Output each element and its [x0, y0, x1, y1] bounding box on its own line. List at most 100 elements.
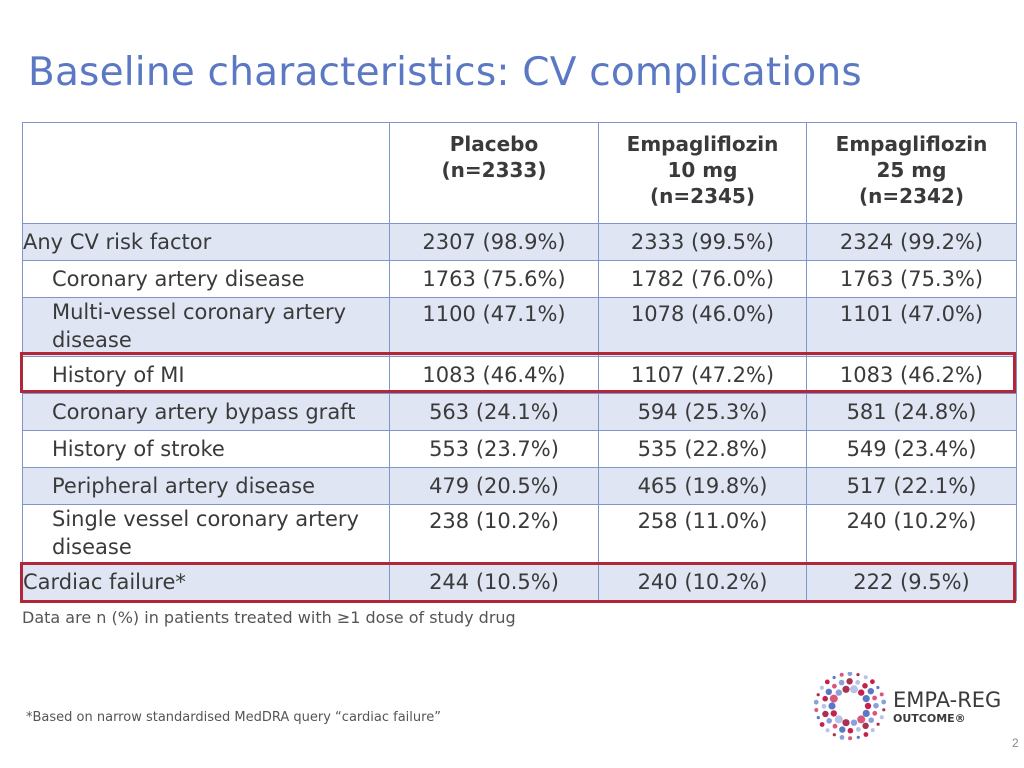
logo-dot: [858, 689, 865, 696]
cell-empa-25mg: 1101 (47.0%): [806, 297, 1017, 357]
logo-dot: [867, 688, 874, 695]
logo-dot: [847, 727, 854, 734]
row-label: Multi-vessel coronary artery disease: [22, 297, 390, 357]
highlight-box-history-mi: [20, 352, 1016, 393]
logo-dot: [855, 680, 861, 685]
dotted-ring-logo-icon: [813, 672, 887, 741]
header-empa-25mg: Empagliflozin 25 mg (n=2342): [806, 122, 1017, 224]
cell-placebo: 553 (23.7%): [389, 430, 599, 468]
cell-empa-25mg: 2324 (99.2%): [806, 223, 1017, 261]
logo-dot: [882, 708, 886, 712]
footnote-asterisk: *Based on narrow standardised MedDRA que…: [26, 710, 441, 725]
cell-placebo: 1083 (46.4%): [389, 356, 599, 394]
cell-empa-10mg: 465 (19.8%): [598, 467, 807, 505]
cell-empa-25mg: 517 (22.1%): [806, 467, 1017, 505]
logo-dot: [838, 679, 845, 686]
header-empa-10mg: Empagliflozin 10 mg (n=2345): [598, 122, 807, 224]
cell-placebo: 479 (20.5%): [389, 467, 599, 505]
logo-dot: [829, 694, 838, 703]
row-label: Single vessel coronary artery disease: [22, 504, 390, 564]
logo-dot: [862, 683, 868, 689]
cell-empa-10mg: 258 (11.0%): [598, 504, 807, 564]
page-number: 2: [1012, 736, 1019, 750]
logo-dot: [863, 675, 868, 680]
table-row: Peripheral artery disease 479 (20.5%) 46…: [22, 467, 1017, 505]
cell-empa-25mg: 240 (10.2%): [806, 504, 1017, 564]
logo-dot: [872, 710, 878, 716]
table-row: Coronary artery disease 1763 (75.6%) 178…: [22, 260, 1017, 298]
cell-empa-25mg: 222 (9.5%): [806, 563, 1017, 601]
logo-dot: [832, 723, 838, 729]
logo-dot: [816, 716, 820, 720]
logo-dot: [839, 726, 846, 733]
logo-dot: [870, 679, 875, 685]
cell-empa-25mg: 549 (23.4%): [806, 430, 1017, 468]
highlight-box-cardiac-failure: [20, 562, 1016, 603]
header-placebo: Placebo (n=2333): [389, 122, 599, 224]
table-row: Single vessel coronary artery disease 23…: [22, 504, 1017, 564]
row-label: Any CV risk factor: [22, 223, 390, 261]
logo-dot: [850, 685, 858, 694]
logo-dot: [828, 702, 836, 710]
footnote-data-description: Data are n (%) in patients treated with …: [22, 608, 516, 627]
page-title: Baseline characteristics: CV complicatio…: [28, 50, 862, 95]
logo-dot: [821, 703, 827, 709]
cell-empa-25mg: 581 (24.8%): [806, 393, 1017, 431]
logo-dot: [832, 683, 837, 689]
cell-placebo: 2307 (98.9%): [389, 223, 599, 261]
logo-dot: [819, 722, 825, 727]
cell-placebo: 1100 (47.1%): [389, 297, 599, 357]
table-row: Coronary artery bypass graft 563 (24.1%)…: [22, 393, 1017, 431]
logo-dot: [814, 708, 819, 712]
logo-dot: [832, 733, 836, 737]
logo-dot: [839, 735, 845, 740]
cell-empa-10mg: 594 (25.3%): [598, 393, 807, 431]
logo-dot: [864, 702, 872, 710]
logo-dot: [822, 710, 829, 718]
table-row: Multi-vessel coronary artery disease 110…: [22, 297, 1017, 357]
logo-dot: [856, 727, 861, 732]
logo-dot: [834, 715, 843, 724]
row-label: Peripheral artery disease: [22, 467, 390, 505]
logo-dot: [832, 675, 836, 680]
logo-dot: [876, 722, 880, 726]
logo-dot: [835, 689, 842, 696]
logo-dot: [862, 695, 870, 703]
logo-dot: [856, 673, 860, 677]
logo-dot: [856, 735, 860, 739]
logo-dot: [873, 702, 879, 709]
cell-empa-25mg: 1763 (75.3%): [806, 260, 1017, 298]
table-header-row: Placebo (n=2333) Empagliflozin 10 mg (n=…: [22, 122, 1017, 224]
logo-dot: [839, 672, 844, 677]
table-row: Any CV risk factor 2307 (98.9%) 2333 (99…: [22, 223, 1017, 261]
logo-dot: [872, 695, 877, 701]
logo-dot: [862, 722, 869, 729]
cell-empa-10mg: 1782 (76.0%): [598, 260, 807, 298]
table-row: History of stroke 553 (23.7%) 535 (22.8%…: [22, 430, 1017, 468]
row-label: Coronary artery bypass graft: [22, 393, 390, 431]
logo-dot: [819, 685, 824, 690]
logo-dot: [825, 688, 832, 695]
logo-dot: [846, 678, 853, 685]
cell-placebo: 238 (10.2%): [389, 504, 599, 564]
row-label: History of MI: [22, 356, 390, 394]
logo-dot: [826, 718, 832, 724]
cell-placebo: 1763 (75.6%): [389, 260, 599, 298]
logo-dot: [813, 699, 819, 705]
logo-dot: [863, 732, 869, 737]
logo-dot: [822, 695, 828, 702]
logo-dot: [848, 736, 853, 741]
cell-empa-25mg: 1083 (46.2%): [806, 356, 1017, 394]
cell-placebo: 244 (10.5%): [389, 563, 599, 601]
row-label: Coronary artery disease: [22, 260, 390, 298]
cell-empa-10mg: 535 (22.8%): [598, 430, 807, 468]
logo-dot: [879, 692, 884, 697]
logo-dot: [847, 672, 853, 677]
logo-dot: [842, 685, 850, 693]
logo-dot: [825, 728, 830, 733]
cell-placebo: 563 (24.1%): [389, 393, 599, 431]
logo-text-outcome: OUTCOME®: [893, 712, 966, 725]
logo-dot: [879, 715, 884, 720]
logo-dot: [876, 685, 880, 690]
cell-empa-10mg: 2333 (99.5%): [598, 223, 807, 261]
